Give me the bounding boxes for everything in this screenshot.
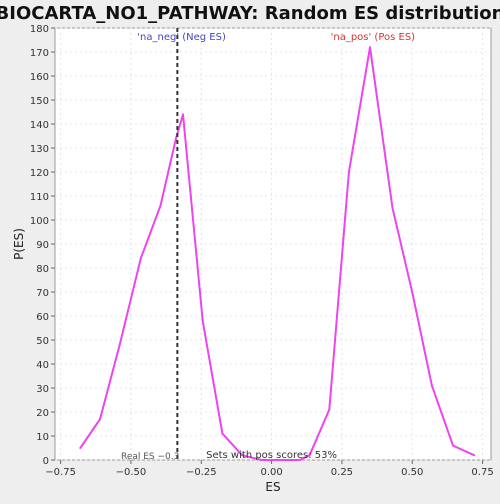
- data-point: [159, 205, 161, 207]
- x-tick-label: −0.50: [116, 467, 147, 478]
- data-point: [99, 418, 101, 420]
- x-tick-label: 0.25: [331, 467, 353, 478]
- y-tick-label: 180: [30, 24, 49, 35]
- y-tick-label: 150: [30, 96, 49, 107]
- pos-scores-annotation: Sets with pos scores: 53%: [206, 450, 337, 461]
- y-tick-label: 10: [36, 432, 49, 443]
- chart-title: BIOCARTA_NO1_PATHWAY: Random ES distribu…: [0, 3, 500, 24]
- data-point: [369, 46, 371, 48]
- y-tick-label: 40: [36, 360, 49, 371]
- data-point: [328, 409, 330, 411]
- x-tick-label: 0.50: [401, 467, 423, 478]
- data-point: [202, 320, 204, 322]
- data-point: [140, 257, 142, 259]
- y-tick-label: 130: [30, 144, 49, 155]
- y-tick-label: 160: [30, 72, 49, 83]
- data-point: [182, 113, 184, 115]
- y-tick-label: 30: [36, 384, 49, 395]
- y-tick-label: 170: [30, 48, 49, 59]
- x-tick-label: 0.75: [471, 467, 493, 478]
- x-axis: −0.75 −0.50 −0.25 0.00 0.25 0.50 0.75: [45, 460, 493, 478]
- data-point: [452, 445, 454, 447]
- pos-es-annotation: 'na_pos' (Pos ES): [331, 32, 416, 43]
- y-tick-label: 140: [30, 120, 49, 131]
- y-tick-label: 20: [36, 408, 49, 419]
- data-point: [348, 171, 350, 173]
- y-tick-label: 100: [30, 216, 49, 227]
- data-point: [79, 447, 81, 449]
- real-es-label: Real ES −0.3: [121, 452, 179, 462]
- x-tick-label: −0.75: [45, 467, 76, 478]
- y-tick-label: 50: [36, 336, 49, 347]
- y-tick-label: 120: [30, 168, 49, 179]
- data-point: [175, 137, 177, 139]
- data-point: [392, 207, 394, 209]
- data-point: [119, 344, 121, 346]
- y-tick-label: 0: [43, 456, 49, 467]
- data-point: [431, 385, 433, 387]
- y-tick-label: 80: [36, 264, 49, 275]
- data-point: [221, 433, 223, 435]
- y-tick-label: 90: [36, 240, 49, 251]
- y-axis: 0 10 20 30 40 50 60 70 80 90 100 110 120 130 140 150 160…: [30, 24, 55, 467]
- data-point: [411, 291, 413, 293]
- y-tick-label: 110: [30, 192, 49, 203]
- x-tick-label: 0.00: [260, 467, 282, 478]
- x-tick-label: −0.25: [186, 467, 217, 478]
- y-tick-label: 60: [36, 312, 49, 323]
- neg-es-annotation: 'na_neg' (Neg ES): [137, 32, 226, 43]
- y-tick-label: 70: [36, 288, 49, 299]
- y-axis-label: P(ES): [12, 228, 26, 260]
- x-axis-label: ES: [265, 480, 280, 494]
- data-point: [473, 454, 475, 456]
